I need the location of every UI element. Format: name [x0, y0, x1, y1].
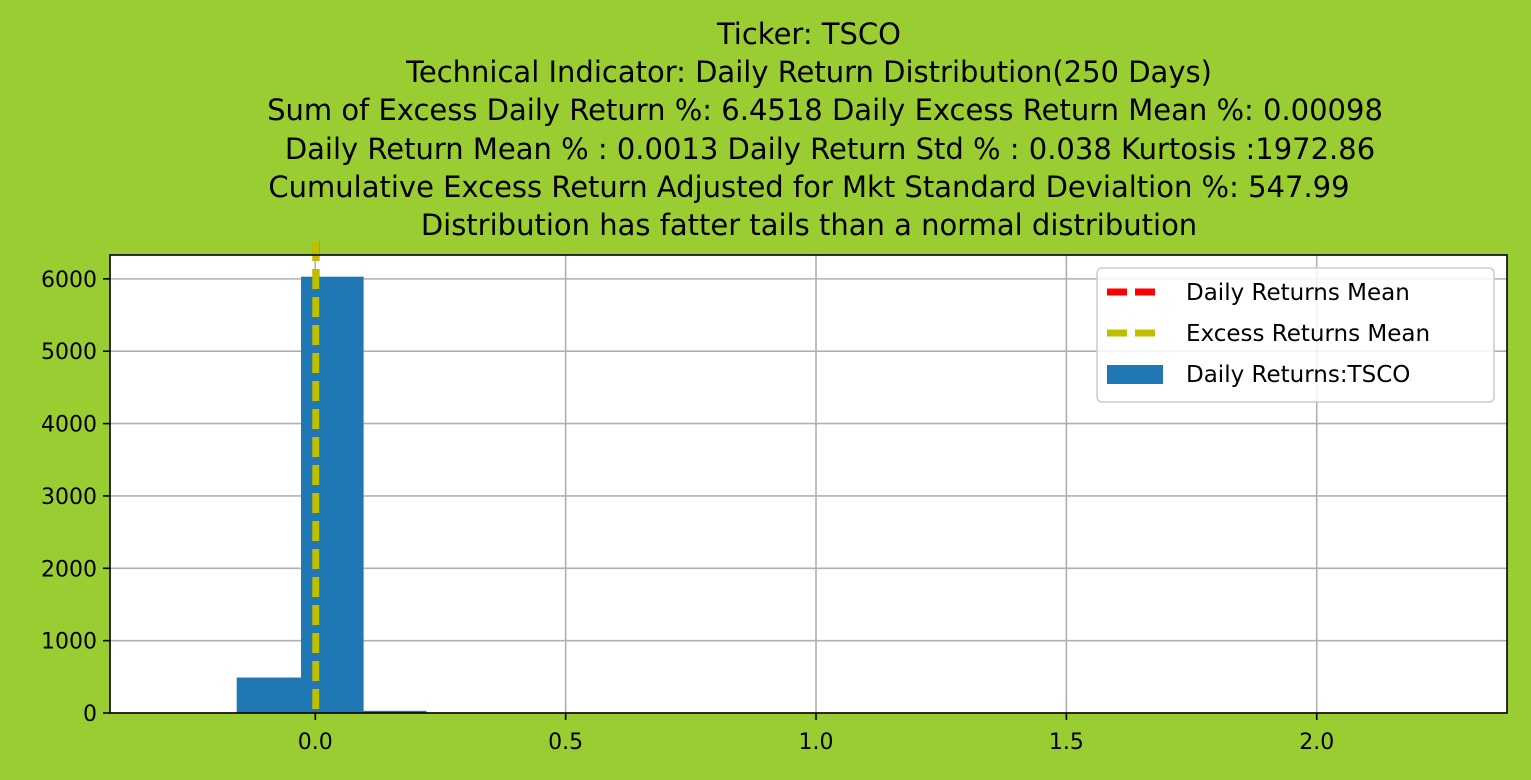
y-tick-label: 6000	[41, 268, 97, 293]
y-tick-label: 0	[83, 702, 97, 727]
legend-label: Daily Returns Mean	[1186, 280, 1410, 306]
y-tick-label: 3000	[41, 485, 97, 510]
y-axis: 0 1000 2000 3000 4000 5000 6000	[41, 268, 110, 727]
legend: Daily Returns Mean Excess Returns Mean Dai…	[1096, 267, 1495, 403]
x-tick-label: 0.0	[298, 730, 333, 755]
x-axis: 0.0 0.5 1.0 1.5 2.0	[298, 713, 1334, 755]
title-line-5: Cumulative Excess Return Adjusted for Mk…	[268, 170, 1349, 204]
y-tick-label: 4000	[41, 413, 97, 438]
x-tick-label: 0.5	[548, 730, 583, 755]
histogram-bar	[301, 276, 364, 713]
histogram-bars	[236, 276, 1491, 713]
plot-frame	[109, 254, 1508, 714]
legend-label: Daily Returns:TSCO	[1186, 362, 1410, 388]
histogram-bar	[363, 710, 427, 713]
title-line-1: Ticker: TSCO	[716, 17, 901, 51]
title-line-6: Distribution has fatter tails than a nor…	[421, 208, 1197, 242]
y-tick-label: 1000	[41, 630, 97, 655]
x-tick-label: 1.0	[799, 730, 834, 755]
title-line-2: Technical Indicator: Daily Return Distri…	[405, 55, 1212, 89]
legend-patch-swatch	[1107, 365, 1163, 384]
legend-label: Excess Returns Mean	[1186, 321, 1430, 347]
legend-box	[1096, 267, 1495, 403]
x-tick-label: 1.5	[1049, 730, 1084, 755]
y-tick-label: 5000	[41, 340, 97, 365]
title-line-4: Daily Return Mean % : 0.0013 Daily Retur…	[285, 132, 1375, 166]
histogram-bar	[236, 677, 302, 713]
title-line-3: Sum of Excess Daily Return %: 6.4518 Dai…	[267, 93, 1383, 127]
x-tick-label: 2.0	[1299, 730, 1334, 755]
chart-title: Ticker: TSCO Technical Indicator: Daily …	[267, 17, 1383, 242]
y-tick-label: 2000	[41, 557, 97, 582]
